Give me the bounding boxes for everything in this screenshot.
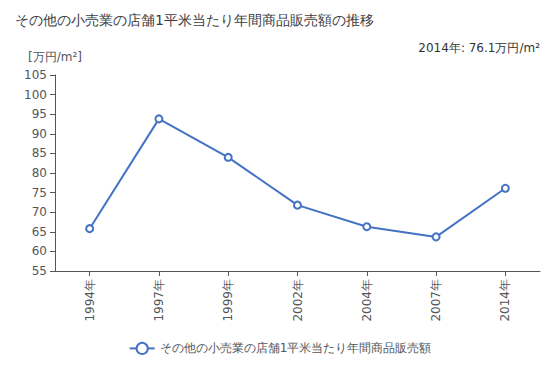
- svg-text:90: 90: [32, 127, 47, 141]
- svg-text:85: 85: [32, 146, 47, 160]
- svg-text:2002年: 2002年: [291, 279, 305, 322]
- svg-text:95: 95: [32, 107, 47, 121]
- svg-text:2007年: 2007年: [429, 279, 443, 322]
- svg-text:105: 105: [24, 68, 47, 82]
- svg-text:1994年: 1994年: [83, 279, 97, 322]
- svg-text:60: 60: [32, 244, 47, 258]
- svg-text:2014年: 76.1万円/m²: 2014年: 76.1万円/m²: [418, 41, 540, 55]
- svg-text:1997年: 1997年: [152, 279, 166, 322]
- svg-text:100: 100: [24, 88, 47, 102]
- svg-text:その他の小売業の店舗1平米当たり年間商品販売額: その他の小売業の店舗1平米当たり年間商品販売額: [160, 341, 432, 355]
- svg-text:55: 55: [32, 264, 47, 278]
- svg-text:65: 65: [32, 225, 47, 239]
- svg-text:80: 80: [32, 166, 47, 180]
- svg-text:75: 75: [32, 186, 47, 200]
- svg-text:2014年: 2014年: [498, 279, 512, 322]
- svg-text:[万円/m²]: [万円/m²]: [28, 50, 82, 64]
- svg-text:70: 70: [32, 205, 47, 219]
- svg-text:その他の小売業の店舗1平米当たり年間商品販売額の推移: その他の小売業の店舗1平米当たり年間商品販売額の推移: [15, 12, 374, 28]
- svg-text:2004年: 2004年: [360, 279, 374, 322]
- svg-text:1999年: 1999年: [221, 279, 235, 322]
